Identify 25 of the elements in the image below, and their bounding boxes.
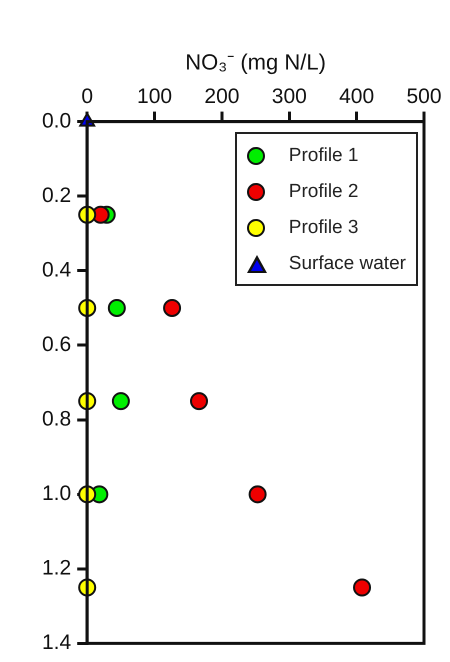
x-tick-label: 300 — [272, 84, 307, 108]
point — [112, 392, 130, 410]
y-tick-label: 0.4 — [42, 258, 72, 282]
x-axis-title: NO₃⁻ (mg N/L) — [185, 49, 326, 74]
legend-label: Profile 2 — [288, 180, 358, 203]
y-tick-label: 1.4 — [42, 631, 72, 654]
x-tick-label: 200 — [204, 84, 240, 108]
y-tick-label: 1.0 — [42, 482, 72, 506]
y-tick-label: 0.8 — [42, 408, 72, 431]
point — [190, 392, 208, 410]
x-tick-label: 400 — [339, 84, 374, 108]
x-tick-label: 0 — [81, 84, 94, 108]
y-tick-label: 0.2 — [42, 184, 72, 207]
point — [248, 485, 267, 504]
y-tick-label: 0.0 — [42, 109, 72, 132]
y-tick-label: 1.2 — [42, 556, 72, 580]
point — [163, 298, 182, 317]
point — [353, 578, 372, 596]
x-tick-label: 100 — [137, 84, 172, 108]
legend-label: Profile 3 — [288, 216, 358, 239]
x-tick-label: 500 — [406, 84, 442, 108]
legend-label: Profile 1 — [288, 144, 358, 167]
y-tick-label: 0.6 — [42, 333, 72, 356]
legend-label: Surface water — [288, 252, 406, 275]
point — [108, 298, 126, 317]
